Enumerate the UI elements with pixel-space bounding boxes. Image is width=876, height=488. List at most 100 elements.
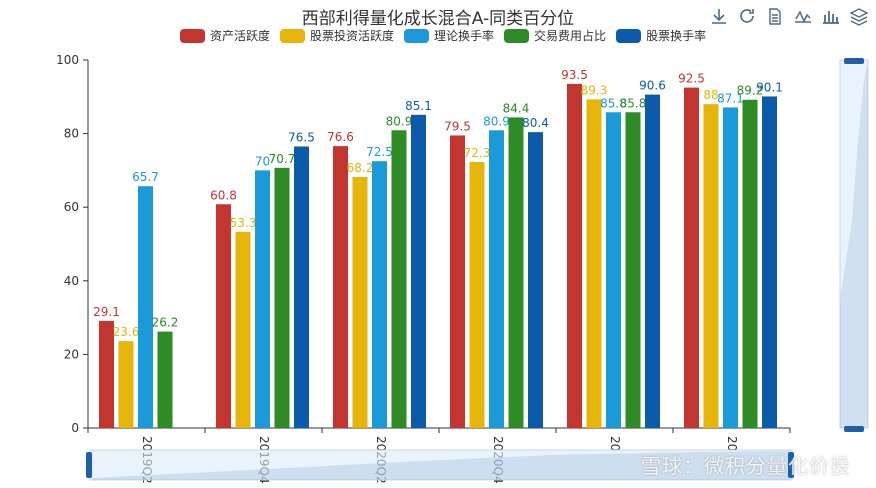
y-zoom-track [839,59,869,429]
data-label: 89.3 [581,83,608,97]
data-label: 79.5 [444,119,471,133]
bar[interactable] [235,231,251,428]
y-zoom-top-handle[interactable] [844,58,864,64]
data-label: 60.8 [210,188,237,202]
refresh-icon[interactable] [736,6,758,26]
stack-icon[interactable] [848,6,870,26]
bar[interactable] [99,320,114,428]
x-tick-label: 20 [608,436,622,451]
data-label: 85.8 [620,96,647,110]
x-zoom-preview [92,451,790,480]
y-zoom-preview [840,62,868,428]
data-label: 90.6 [639,79,666,93]
data-label: 85.8 [600,96,627,110]
data-label: 26.2 [152,316,179,330]
x-zoom-right-handle[interactable] [788,452,794,478]
toolbox [708,6,870,26]
y-tick-label: 100 [56,53,79,67]
bar[interactable] [469,161,485,428]
legend-item[interactable]: 股票投资活跃度 [280,27,394,44]
bar[interactable] [216,204,231,428]
x-zoom-slider[interactable] [86,449,794,481]
data-label: 68.2 [347,161,374,175]
bar[interactable] [450,135,465,428]
y-zoom-bottom-handle[interactable] [844,426,864,432]
bar[interactable] [294,146,309,429]
data-label: 85.1 [405,99,432,113]
data-label: 65.7 [132,170,159,184]
data-label: 76.5 [288,130,315,144]
legend-label: 交易费用占比 [534,29,607,43]
legend-item[interactable]: 股票换手率 [616,27,706,44]
data-label: 88 [703,88,718,102]
legend: 资产活跃度 股票投资活跃度 理论换手率 交易费用占比 股票换手率 [180,27,706,44]
y-tick-label: 60 [64,200,79,214]
legend-swatch [280,28,306,43]
bar-chart-icon[interactable] [820,6,842,26]
bar[interactable] [625,112,641,429]
y-tick-label: 40 [64,274,79,288]
legend-label: 理论换手率 [434,29,495,43]
x-zoom-left-handle[interactable] [86,452,92,478]
bar[interactable] [508,117,524,429]
data-label: 89.2 [737,84,764,98]
legend-item[interactable]: 资产活跃度 [180,27,270,44]
data-label: 93.5 [561,68,588,82]
bar[interactable] [372,161,387,428]
data-view-icon[interactable] [764,6,786,26]
bar[interactable] [606,112,621,429]
data-label: 70 [255,154,270,168]
y-tick-label: 80 [64,127,79,141]
legend-item[interactable]: 交易费用占比 [504,27,606,44]
bar[interactable] [528,132,543,429]
data-label: 29.1 [93,305,120,319]
bar[interactable] [489,130,504,428]
y-tick-label: 0 [71,421,79,435]
watermark-text: 雪球：微积分量化价投 [641,454,851,478]
data-label: 84.4 [503,101,530,115]
data-label: 80.9 [386,114,413,128]
bar[interactable] [118,341,134,428]
legend-swatch [180,28,205,43]
bar[interactable] [138,186,153,428]
bar[interactable] [703,104,719,428]
bar[interactable] [645,94,660,428]
bar[interactable] [352,177,368,428]
bar[interactable] [723,107,738,429]
bar[interactable] [157,331,173,428]
bar[interactable] [391,130,407,428]
bar[interactable] [274,167,290,428]
bar[interactable] [255,170,270,428]
legend-label: 股票投资活跃度 [310,29,395,43]
data-label: 23.6 [113,325,140,339]
legend-swatch [504,28,530,43]
download-icon[interactable] [708,6,730,26]
chart-title: 西部利得量化成长混合A-同类百分位 [301,9,575,29]
line-chart-icon[interactable] [792,6,814,26]
data-label: 80.9 [483,114,510,128]
y-zoom-slider[interactable] [839,58,869,432]
data-label: 90.1 [756,80,783,94]
legend-swatch [404,28,430,43]
legend-label: 资产活跃度 [210,29,271,43]
data-label: 80.4 [522,116,549,130]
x-tick-label: 20 [725,436,739,451]
bar[interactable] [333,146,348,428]
legend-swatch [616,28,642,43]
bar[interactable] [742,99,758,428]
bar[interactable] [586,99,602,428]
bar[interactable] [567,83,582,429]
y-tick-label: 20 [64,347,79,361]
data-label: 70.7 [269,152,296,166]
data-label: 53.3 [230,216,257,230]
legend-item[interactable]: 理论换手率 [404,27,494,44]
legend-label: 股票换手率 [646,29,707,43]
bar[interactable] [762,96,777,428]
bar[interactable] [411,114,426,428]
data-label: 92.5 [678,72,705,86]
data-label: 72.3 [464,146,491,160]
bar[interactable] [684,87,699,428]
data-label: 87.1 [717,91,744,105]
data-label: 72.5 [366,145,393,159]
